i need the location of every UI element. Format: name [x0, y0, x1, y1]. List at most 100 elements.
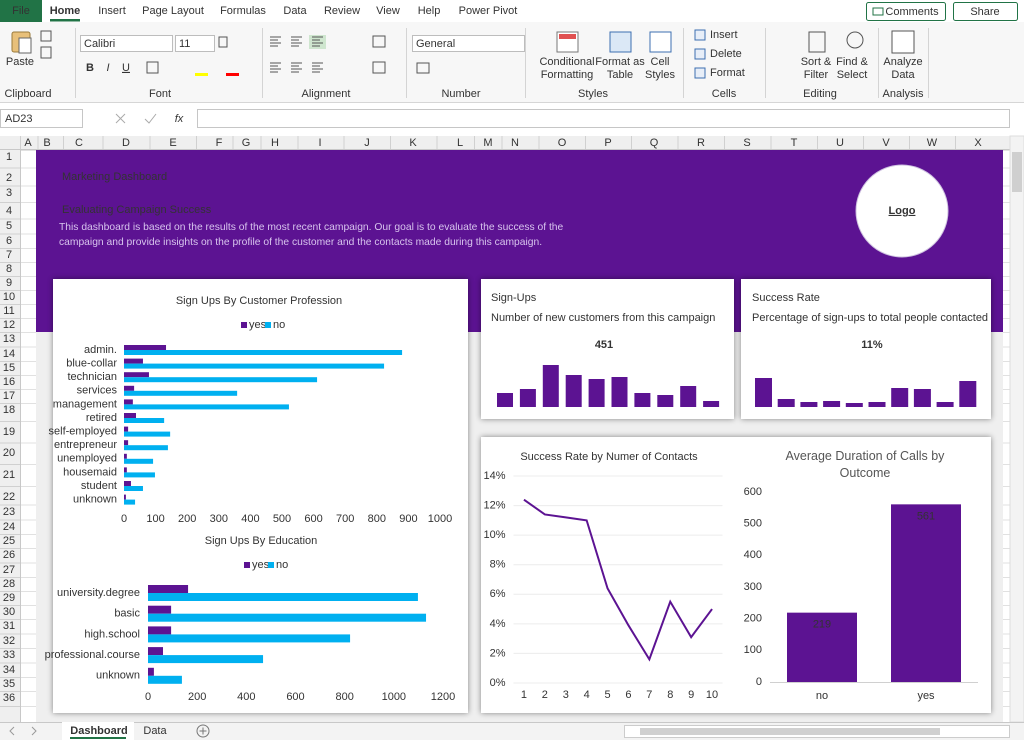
row-header[interactable]: 20: [3, 447, 15, 459]
ribbon-tab[interactable]: Review: [324, 5, 360, 17]
add-sheet[interactable]: [196, 724, 210, 738]
row-header[interactable]: 32: [3, 635, 15, 647]
row-header[interactable]: 18: [3, 404, 15, 416]
ribbon-tab[interactable]: Home: [50, 5, 81, 17]
ribbon-command[interactable]: Table: [607, 69, 633, 81]
column-header[interactable]: H: [271, 137, 279, 149]
row-header[interactable]: 17: [3, 390, 15, 402]
row-header[interactable]: 14: [3, 348, 15, 360]
column-header[interactable]: A: [24, 137, 32, 149]
row-header[interactable]: 25: [3, 535, 15, 547]
column-header[interactable]: C: [75, 137, 83, 149]
column-header[interactable]: X: [974, 137, 982, 149]
row-header[interactable]: 13: [3, 333, 15, 345]
font-button[interactable]: I: [106, 62, 109, 74]
font-button[interactable]: U: [122, 62, 130, 74]
row-header[interactable]: 23: [3, 506, 15, 518]
row-header[interactable]: 36: [3, 692, 15, 704]
row-header[interactable]: 2: [6, 172, 12, 184]
row-header[interactable]: 12: [3, 319, 15, 331]
column-header[interactable]: S: [743, 137, 750, 149]
ribbon-tab[interactable]: Power Pivot: [459, 5, 518, 17]
ribbon-command[interactable]: Delete: [710, 48, 742, 60]
column-header[interactable]: K: [409, 137, 417, 149]
ribbon-command[interactable]: Select: [837, 69, 868, 81]
row-header[interactable]: 22: [3, 491, 15, 503]
ribbon-command[interactable]: Styles: [645, 69, 675, 81]
name-box-text[interactable]: AD23: [5, 113, 33, 125]
ribbon-command[interactable]: Analyze: [883, 56, 922, 68]
column-header[interactable]: J: [364, 137, 370, 149]
ribbon-command[interactable]: Conditional: [539, 56, 594, 68]
row-header[interactable]: 6: [6, 235, 12, 247]
column-header[interactable]: F: [216, 137, 223, 149]
row-header[interactable]: 11: [3, 305, 14, 317]
comments-label[interactable]: Comments: [885, 6, 939, 18]
ribbon-command[interactable]: Cell: [651, 56, 670, 68]
column-header[interactable]: N: [511, 137, 519, 149]
column-header[interactable]: O: [558, 137, 567, 149]
ribbon-command[interactable]: Filter: [804, 69, 829, 81]
row-header[interactable]: 4: [6, 205, 12, 217]
share-label[interactable]: Share: [970, 6, 999, 18]
ribbon-tab[interactable]: View: [376, 5, 400, 17]
ribbon-tab[interactable]: Help: [418, 5, 441, 17]
ribbon-tab[interactable]: Page Layout: [142, 5, 204, 17]
sheet-tab[interactable]: Dashboard: [70, 725, 127, 737]
row-header[interactable]: 30: [3, 606, 15, 618]
ribbon-command[interactable]: Formatting: [541, 69, 594, 81]
column-header[interactable]: L: [457, 137, 463, 149]
ribbon-command[interactable]: Paste: [6, 56, 34, 68]
row-header[interactable]: 9: [6, 277, 12, 289]
function-button[interactable]: fx: [175, 113, 184, 125]
column-header[interactable]: B: [43, 137, 50, 149]
row-header[interactable]: 8: [6, 263, 12, 275]
sheet-tab[interactable]: Data: [143, 725, 167, 737]
ribbon-tab[interactable]: File: [12, 5, 30, 17]
row-header[interactable]: 21: [3, 469, 15, 481]
row-header[interactable]: 19: [3, 426, 15, 438]
tab-nav[interactable]: [9, 726, 37, 736]
ribbon-tab[interactable]: Formulas: [220, 5, 266, 17]
column-header[interactable]: P: [604, 137, 611, 149]
column-header[interactable]: T: [791, 137, 798, 149]
number-format[interactable]: General: [416, 38, 455, 50]
row-header[interactable]: 7: [6, 249, 12, 261]
ribbon-command[interactable]: Sort &: [801, 56, 832, 68]
column-header[interactable]: D: [122, 137, 130, 149]
row-header[interactable]: 10: [3, 291, 15, 303]
column-header[interactable]: R: [697, 137, 705, 149]
row-header[interactable]: 33: [3, 649, 15, 661]
row-header[interactable]: 35: [3, 678, 15, 690]
column-header[interactable]: G: [242, 137, 251, 149]
row-header[interactable]: 26: [3, 549, 15, 561]
ribbon-command[interactable]: Format: [710, 67, 745, 79]
column-header[interactable]: E: [169, 137, 176, 149]
row-header[interactable]: 28: [3, 578, 15, 590]
column-header[interactable]: V: [882, 137, 890, 149]
ribbon-command[interactable]: Find &: [836, 56, 868, 68]
font-button[interactable]: B: [86, 62, 94, 74]
column-header[interactable]: W: [927, 137, 938, 149]
row-header[interactable]: 5: [6, 220, 12, 232]
column-header[interactable]: I: [318, 137, 321, 149]
ribbon-tab[interactable]: Data: [283, 5, 307, 17]
font-name[interactable]: Calibri: [84, 38, 115, 50]
column-header[interactable]: U: [836, 137, 844, 149]
ribbon-command[interactable]: Format as: [595, 56, 645, 68]
ribbon-command[interactable]: Insert: [710, 29, 738, 41]
row-header[interactable]: 27: [3, 564, 15, 576]
row-header[interactable]: 3: [6, 187, 12, 199]
row-header[interactable]: 29: [3, 592, 15, 604]
column-header[interactable]: M: [483, 137, 492, 149]
font-size[interactable]: 11: [179, 38, 190, 50]
row-header[interactable]: 1: [6, 151, 12, 163]
row-header[interactable]: 24: [3, 521, 15, 533]
row-header[interactable]: 34: [3, 664, 15, 676]
ribbon-tab[interactable]: Insert: [98, 5, 126, 17]
column-header[interactable]: Q: [650, 137, 659, 149]
row-header[interactable]: 15: [3, 362, 15, 374]
ribbon-command[interactable]: Data: [891, 69, 915, 81]
row-header[interactable]: 31: [3, 620, 15, 632]
row-header[interactable]: 16: [3, 376, 15, 388]
